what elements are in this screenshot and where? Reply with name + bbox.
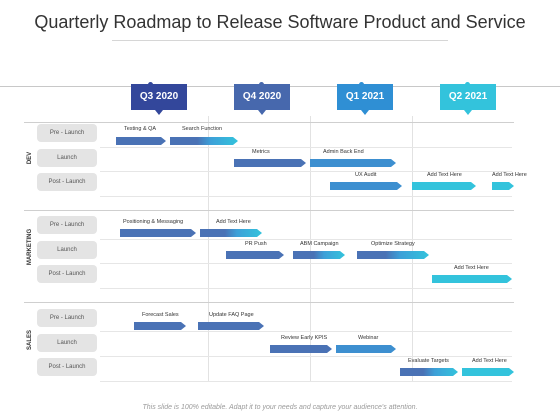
task-label: Add Text Here — [427, 172, 462, 178]
task-label: Optimize Strategy — [371, 241, 415, 247]
task-label: Forecast Sales — [142, 312, 179, 318]
task-bar-pr-push[interactable] — [226, 251, 284, 259]
quarter-header-q4-2020[interactable]: Q4 2020 — [234, 84, 290, 110]
page-title: Quarterly Roadmap to Release Software Pr… — [34, 12, 526, 32]
quarter-pointer — [155, 110, 163, 115]
task-bar-evaluate-targets[interactable] — [400, 368, 458, 376]
task-bar-add-text-dev-1[interactable] — [412, 182, 476, 190]
task-bar-add-text-marketing-1[interactable] — [200, 229, 262, 237]
quarter-divider — [412, 116, 413, 382]
task-label: Search Function — [182, 126, 223, 132]
task-bar-abm-campaign[interactable] — [293, 251, 345, 259]
task-label: Webinar — [358, 335, 379, 341]
task-label: Admin Back End — [323, 149, 364, 155]
task-label: Add Text Here — [472, 358, 507, 364]
task-bar-search-function[interactable] — [170, 137, 238, 145]
row-label-marketing-pre-launch: Pre - Launch — [37, 216, 97, 234]
task-bar-add-text-sales[interactable] — [462, 368, 514, 376]
task-bar-forecast-sales[interactable] — [134, 322, 186, 330]
task-bar-add-text-dev-2[interactable] — [492, 182, 514, 190]
task-bar-review-early-kpis[interactable] — [270, 345, 332, 353]
group-divider — [24, 302, 514, 303]
row-divider — [100, 171, 512, 172]
task-bar-optimize-strategy[interactable] — [357, 251, 429, 259]
row-divider — [100, 147, 512, 148]
row-divider — [100, 356, 512, 357]
task-label: Add Text Here — [454, 265, 489, 271]
quarter-divider — [208, 116, 209, 382]
task-label: Update FAQ Page — [209, 312, 254, 318]
task-label: Add Text Here — [216, 219, 251, 225]
row-divider — [100, 239, 512, 240]
task-label: Positioning & Messaging — [123, 219, 184, 225]
row-divider — [100, 196, 512, 197]
group-divider — [24, 122, 514, 123]
row-divider — [100, 263, 512, 264]
task-label: Add Text Here — [492, 172, 527, 178]
task-bar-positioning-messaging[interactable] — [120, 229, 196, 237]
group-label-dev: DEV — [27, 151, 33, 165]
row-label-dev-launch: Launch — [37, 149, 97, 167]
row-divider — [100, 288, 512, 289]
quarter-header-q2-2021[interactable]: Q2 2021 — [440, 84, 496, 110]
quarter-pointer — [464, 110, 472, 115]
row-label-marketing-launch: Launch — [37, 241, 97, 259]
row-divider — [100, 381, 512, 382]
row-label-marketing-post-launch: Post - Launch — [37, 265, 97, 283]
quarter-pointer — [361, 110, 369, 115]
task-label: UX Audit — [355, 172, 377, 178]
task-label: Review Early KPIS — [281, 335, 328, 341]
row-label-sales-launch: Launch — [37, 334, 97, 352]
quarter-header-q1-2021[interactable]: Q1 2021 — [337, 84, 393, 110]
row-label-dev-post-launch: Post - Launch — [37, 173, 97, 191]
row-label-sales-pre-launch: Pre - Launch — [37, 309, 97, 327]
group-label-sales: SALES — [27, 330, 33, 351]
task-label: Testing & QA — [124, 126, 157, 132]
task-bar-update-faq-page[interactable] — [198, 322, 264, 330]
task-bar-testing-qa[interactable] — [116, 137, 166, 145]
task-label: Metrics — [252, 149, 270, 155]
task-bar-admin-back-end[interactable] — [310, 159, 396, 167]
task-label: PR Push — [245, 241, 267, 247]
task-label: Evaluate Targets — [408, 358, 449, 364]
row-label-sales-post-launch: Post - Launch — [37, 358, 97, 376]
task-bar-add-text-marketing-2[interactable] — [432, 275, 512, 283]
group-label-marketing: MARKETING — [27, 228, 33, 266]
row-label-dev-pre-launch: Pre - Launch — [37, 124, 97, 142]
group-divider — [24, 210, 514, 211]
title-divider — [112, 40, 448, 41]
row-divider — [100, 331, 512, 332]
footer-note: This slide is 100% editable. Adapt it to… — [142, 404, 418, 411]
task-bar-ux-audit[interactable] — [330, 182, 402, 190]
quarter-divider — [310, 116, 311, 382]
quarter-header-q3-2020[interactable]: Q3 2020 — [131, 84, 187, 110]
task-bar-metrics[interactable] — [234, 159, 306, 167]
task-label: ABM Campaign — [300, 241, 339, 247]
task-bar-webinar[interactable] — [336, 345, 396, 353]
quarter-pointer — [258, 110, 266, 115]
